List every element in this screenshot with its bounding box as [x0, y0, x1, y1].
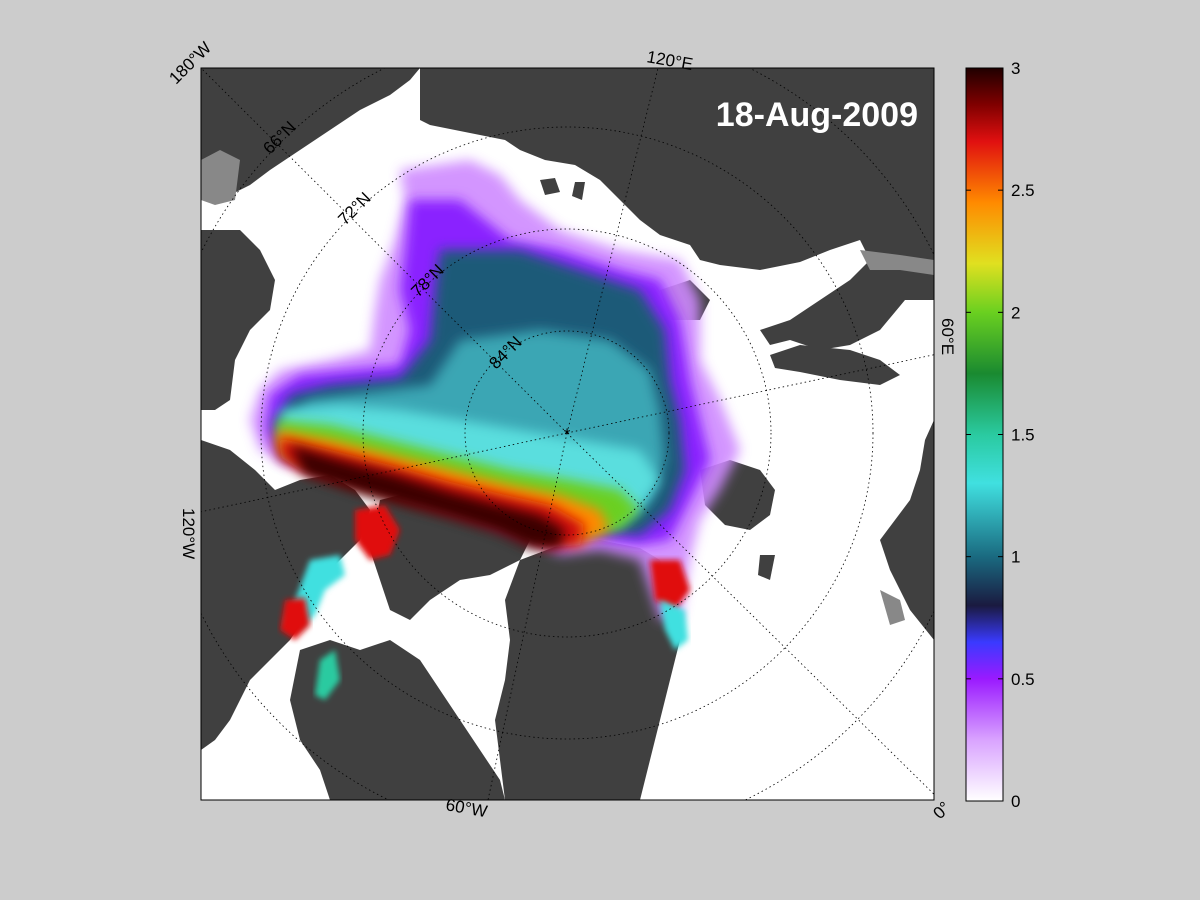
canadian-archipelago-land [201, 440, 370, 750]
colorbar-scale [965, 67, 1004, 802]
date-label: 18-Aug-2009 [716, 96, 918, 134]
sea-ice-thickness-field [250, 160, 740, 700]
ice-shelf-areas [201, 150, 934, 625]
alaska-coast-land [201, 230, 275, 410]
north-pole-marker: * [564, 425, 571, 444]
map-frame [200, 67, 935, 801]
colorbar-tick-label: 0.5 [1011, 670, 1035, 689]
baffin-island-land [290, 640, 505, 800]
colorbar-tick-label: 1 [1011, 548, 1020, 567]
colorbar-tick-label: 3 [1011, 59, 1020, 78]
scandinavia-land [880, 420, 934, 640]
lon-label-120w: 120°W [179, 508, 198, 559]
lon-label-60e: 60°E [938, 318, 957, 355]
greenland-land [495, 540, 680, 800]
alaska-land [201, 68, 420, 200]
colorbar-tick-label: 2.5 [1011, 181, 1035, 200]
colorbar-tick-label: 2 [1011, 303, 1020, 322]
lon-label-0: 0° [929, 798, 954, 823]
colorbar-tick-label: 1.5 [1011, 426, 1035, 445]
colorbar-tick-label: 0 [1011, 792, 1020, 811]
colorbar: 0 0.5 1 1.5 2 2.5 3 [965, 59, 1035, 811]
map-panel: * 66°N 72°N 78°N 84°N 18-Aug-2009 [201, 68, 934, 800]
land-masses [201, 68, 934, 800]
eurasia-land [420, 68, 934, 350]
colorbar-ticks: 0 0.5 1 1.5 2 2.5 3 [966, 59, 1035, 811]
graticule [201, 68, 934, 800]
